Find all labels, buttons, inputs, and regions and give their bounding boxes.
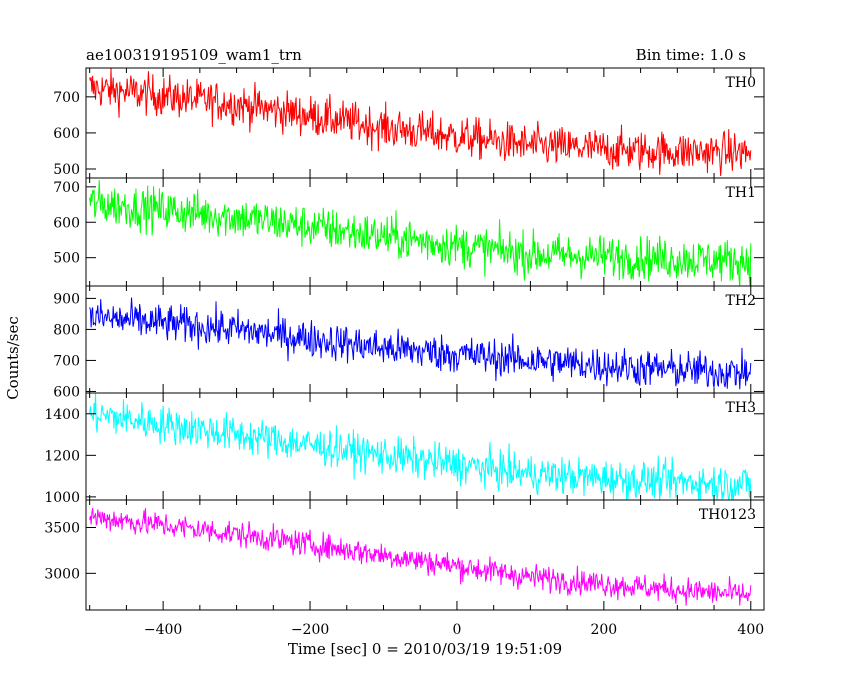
panel-frame-th3 — [85, 392, 765, 501]
panel-label-th1: TH1 — [726, 185, 756, 201]
x-tick-label: −400 — [144, 622, 182, 638]
y-tick-label: 1400 — [44, 407, 80, 423]
panel-frame-th0123 — [85, 499, 765, 611]
y-tick-label: 3000 — [44, 566, 80, 582]
x-tick-label: −200 — [291, 622, 329, 638]
x-tick-label: 400 — [737, 622, 764, 638]
y-tick-label: 700 — [53, 353, 80, 369]
panel-label-th0123: TH0123 — [699, 507, 756, 523]
chart-title: ae100319195109_wam1_trn — [86, 46, 302, 64]
series-line-th3 — [89, 393, 752, 500]
x-tick-label: 0 — [452, 622, 461, 638]
series-line-th2 — [89, 297, 752, 390]
panel-label-th2: TH2 — [726, 293, 756, 309]
series-line-th0 — [89, 68, 752, 176]
y-tick-label: 900 — [53, 291, 80, 307]
panel-label-th3: TH3 — [726, 400, 756, 416]
x-tick-label: 200 — [590, 622, 617, 638]
y-tick-label: 500 — [53, 251, 80, 267]
y-tick-label: 700 — [53, 180, 80, 196]
y-tick-label: 1000 — [44, 490, 80, 506]
y-axis-label: Counts/sec — [4, 316, 22, 400]
y-tick-label: 600 — [53, 215, 80, 231]
y-tick-label: 700 — [53, 90, 80, 106]
y-tick-label: 3500 — [44, 521, 80, 537]
x-axis-label: Time [sec] 0 = 2010/03/19 19:51:09 — [288, 640, 562, 658]
y-tick-label: 800 — [53, 322, 80, 338]
y-tick-label: 600 — [53, 126, 80, 142]
y-tick-label: 600 — [53, 384, 80, 400]
series-line-th0123 — [89, 508, 752, 606]
series-line-th1 — [89, 180, 752, 286]
panel-frame-th1 — [85, 177, 765, 287]
y-tick-label: 500 — [53, 162, 80, 178]
bin-time-label: Bin time: 1.0 s — [636, 46, 746, 64]
panel-label-th0: TH0 — [726, 75, 756, 91]
panels-group: 500 600 700 TH0 500 600 700 TH1 600 700 800 900 TH2 1… — [44, 67, 765, 638]
y-tick-label: 1200 — [44, 448, 80, 464]
